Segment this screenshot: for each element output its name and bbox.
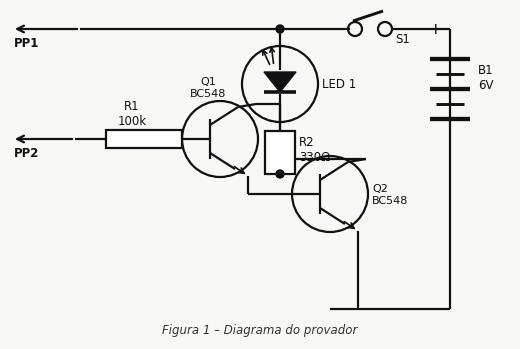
Bar: [265, 131, 295, 174]
Circle shape: [276, 170, 284, 178]
Text: +: +: [428, 22, 441, 37]
Text: PP1: PP1: [14, 37, 40, 50]
Text: Q2
BC548: Q2 BC548: [372, 184, 408, 206]
Text: R2
330Ω: R2 330Ω: [299, 136, 330, 164]
Circle shape: [276, 25, 284, 33]
Text: R1
100k: R1 100k: [118, 100, 147, 128]
Text: PP2: PP2: [14, 147, 40, 160]
Text: Q1
BC548: Q1 BC548: [190, 77, 226, 99]
Text: S1: S1: [395, 33, 410, 46]
Text: LED 1: LED 1: [322, 78, 356, 91]
Text: B1
6V: B1 6V: [478, 64, 493, 92]
Text: Figura 1 – Diagrama do provador: Figura 1 – Diagrama do provador: [162, 324, 358, 337]
Polygon shape: [264, 72, 296, 92]
Bar: [106, 130, 182, 148]
